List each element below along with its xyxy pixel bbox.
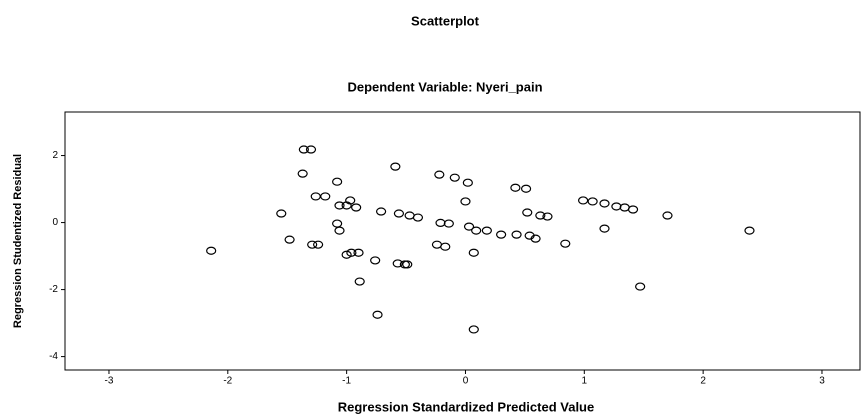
point (578, 196, 589, 205)
point (463, 222, 475, 231)
point (481, 226, 492, 235)
point (635, 282, 646, 291)
point (599, 224, 610, 233)
point (307, 240, 318, 249)
point (468, 325, 479, 334)
point (402, 260, 413, 269)
x-tick-label: 2 (700, 376, 706, 387)
y-axis-title: Regression Studentized Residual (12, 154, 24, 328)
point (587, 197, 598, 206)
chart-title: Scatterplot (411, 13, 480, 28)
point (372, 310, 383, 319)
point (313, 240, 324, 249)
point (206, 246, 217, 255)
point (310, 192, 321, 201)
y-tick-label: 2 (52, 150, 58, 161)
point (305, 145, 317, 154)
x-tick-label: 3 (819, 376, 825, 387)
point (404, 211, 415, 220)
point (334, 226, 345, 235)
y-tick-label: 0 (52, 217, 58, 228)
point (530, 234, 541, 243)
point (393, 209, 405, 218)
x-tick-label: 0 (463, 376, 469, 387)
point (520, 184, 532, 193)
point (353, 248, 364, 257)
point (468, 248, 479, 257)
x-axis-title: Regression Standardized Predicted Value (338, 399, 594, 414)
point (535, 211, 546, 220)
point (542, 212, 553, 221)
plot-frame (64, 111, 861, 371)
x-tick-label: -2 (223, 376, 232, 387)
point (511, 230, 522, 239)
point (334, 201, 345, 210)
point (370, 256, 381, 265)
point (431, 240, 443, 249)
point (392, 259, 403, 268)
point (744, 226, 755, 235)
y-tick-label: -2 (49, 284, 58, 295)
point (599, 199, 610, 208)
point (471, 226, 482, 235)
point (354, 277, 365, 286)
point (619, 203, 630, 212)
point (462, 178, 473, 187)
point (412, 213, 424, 222)
point (496, 230, 507, 239)
point (560, 239, 571, 248)
point (434, 170, 445, 179)
point (297, 169, 308, 178)
point (332, 219, 343, 228)
x-tick-label: -1 (342, 376, 351, 387)
point (522, 208, 533, 217)
point (332, 177, 343, 186)
point (320, 192, 331, 201)
point (351, 203, 362, 212)
point (390, 162, 401, 171)
point (627, 205, 639, 214)
point (298, 145, 309, 154)
x-tick-label: -3 (105, 376, 114, 387)
point (443, 219, 454, 228)
point (341, 250, 352, 259)
point (375, 207, 387, 216)
point (662, 211, 673, 220)
point (510, 183, 521, 192)
point (440, 242, 451, 251)
x-tick-label: 1 (582, 376, 588, 387)
point (449, 173, 460, 182)
point (284, 235, 295, 244)
point (460, 197, 471, 206)
chart-subtitle: Dependent Variable: Nyeri_pain (347, 79, 542, 94)
point (611, 202, 622, 211)
point (435, 218, 446, 228)
point (276, 209, 287, 218)
point (341, 201, 352, 210)
y-tick-label: -4 (49, 351, 58, 362)
